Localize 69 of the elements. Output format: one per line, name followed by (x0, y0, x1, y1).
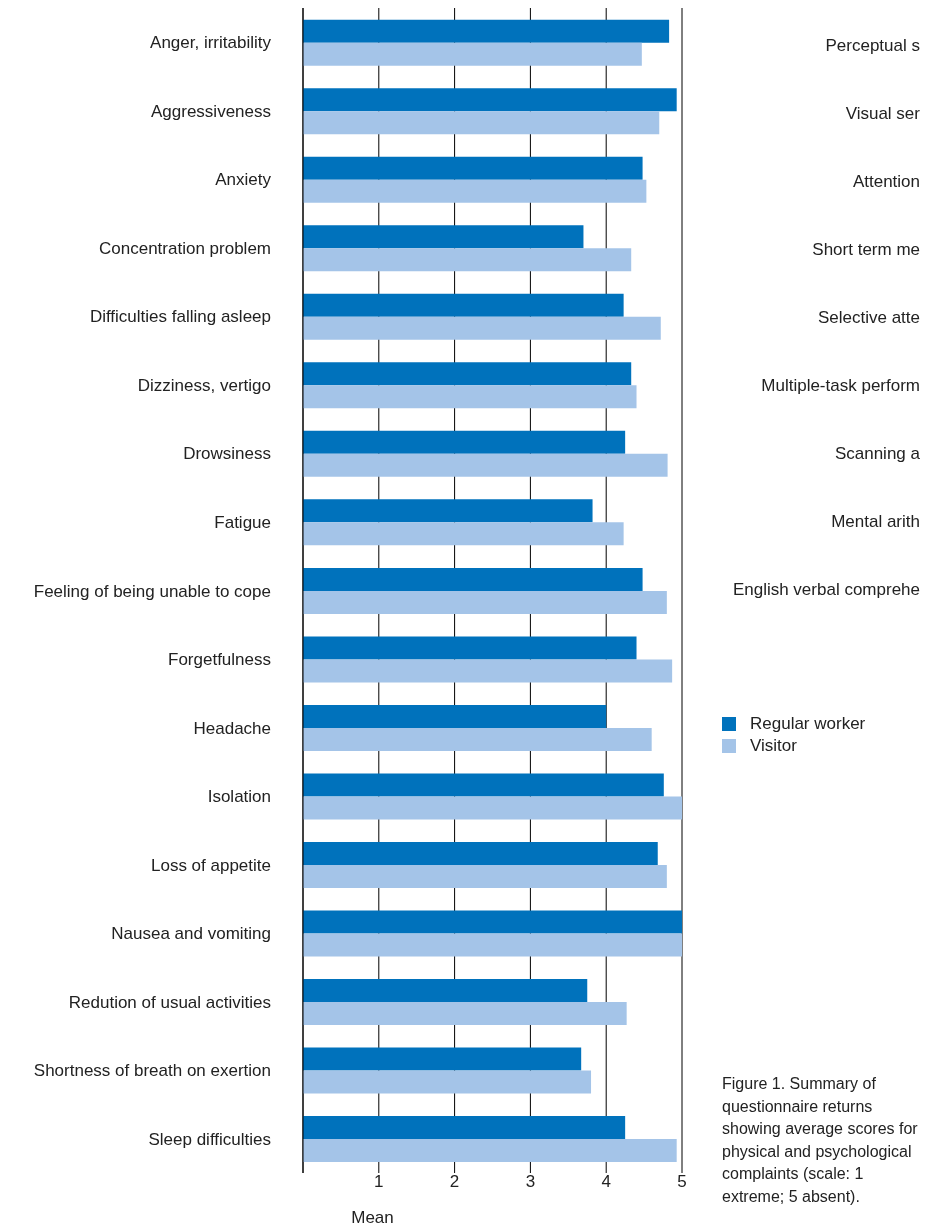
bar (303, 1116, 626, 1140)
bar (303, 179, 647, 203)
bar (303, 88, 677, 112)
bar (303, 1139, 677, 1163)
y-tick-label: Redution of usual activities (68, 992, 271, 1012)
bar (303, 293, 624, 317)
y-tick-label: Difficulties falling asleep (89, 307, 271, 327)
x-tick-label: 2 (449, 1172, 460, 1191)
caption: Figure 1. Summary of questionnaire returns showing average scores for physical and psychological complaints (scale: 1 extreme; 5 absent). (722, 1074, 918, 1207)
legend-label: Regular worker (750, 714, 866, 734)
y-tick-label: Aggressiveness (150, 101, 271, 121)
text: Selective atte (817, 308, 920, 328)
bar (303, 933, 682, 957)
bar (303, 1070, 592, 1094)
bar (303, 225, 584, 249)
x-tick-label: 3 (525, 1172, 536, 1191)
bar (303, 362, 632, 386)
bar (303, 111, 660, 135)
bar (303, 499, 593, 523)
text: Multiple-task perform (761, 376, 920, 396)
y-tick-label: Shortness of breath on exertion (33, 1061, 271, 1081)
bar (303, 704, 607, 728)
x-axis-title: Mean (351, 1208, 394, 1227)
bar (303, 636, 637, 660)
bar (303, 567, 643, 591)
text: Scanning a (834, 444, 920, 464)
bar (303, 522, 624, 546)
text: Attention (852, 172, 920, 192)
bar (303, 42, 642, 66)
y-tick-label: Dizziness, vertigo (137, 375, 271, 395)
y-tick-label: Isolation (207, 787, 271, 807)
bar (303, 1047, 582, 1071)
bar (303, 773, 664, 797)
bar (303, 796, 682, 820)
bar (303, 659, 673, 683)
bar (303, 19, 670, 43)
bar (303, 385, 637, 409)
bar (303, 316, 661, 340)
y-tick-label: Loss of appetite (150, 855, 271, 875)
bar (303, 156, 643, 180)
bar (303, 865, 667, 888)
bar (303, 910, 682, 934)
y-tick-label: Headache (193, 718, 271, 738)
bar (303, 248, 632, 272)
text: Visual ser (845, 104, 920, 124)
x-tick-label: 5 (677, 1172, 687, 1191)
bar (303, 979, 588, 1003)
y-tick-label: Sleep difficulties (148, 1129, 271, 1149)
bar (303, 590, 667, 614)
y-tick-label: Concentration problem (99, 238, 271, 258)
bar (303, 842, 658, 865)
y-tick-label: Fatigue (214, 512, 271, 532)
y-tick-label: Forgetfulness (168, 650, 271, 670)
legend-label: Visitor (750, 736, 797, 756)
x-tick-label: 4 (601, 1172, 611, 1191)
x-tick-label: 1 (374, 1172, 384, 1191)
y-tick-label: Feeling of being unable to cope (33, 581, 271, 601)
text: Mental arith (831, 512, 920, 532)
y-tick-label: Anxiety (215, 170, 272, 190)
y-tick-label: Drowsiness (183, 444, 271, 464)
text: Perceptual s (825, 36, 920, 56)
bar (303, 430, 626, 454)
bar (303, 727, 652, 751)
bar (303, 1002, 627, 1026)
y-tick-label: Anger, irritability (150, 33, 272, 53)
text: Short term me (812, 240, 920, 260)
text: English verbal comprehe (732, 580, 920, 600)
bar (303, 453, 668, 477)
y-tick-label: Nausea and vomiting (111, 924, 271, 944)
